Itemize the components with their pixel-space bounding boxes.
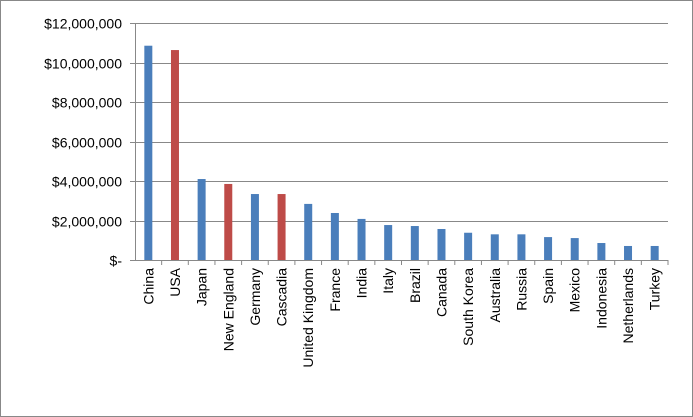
bar [277, 194, 286, 260]
x-tick-label: South Korea [460, 268, 476, 346]
bar [170, 50, 179, 261]
y-tick-label: $10,000,000 [44, 56, 122, 72]
bar [570, 238, 579, 260]
bar [544, 237, 553, 260]
bar [384, 225, 393, 260]
x-tick-label: Australia [487, 268, 503, 323]
bar [357, 218, 366, 260]
bar [144, 45, 153, 261]
bar [490, 234, 499, 260]
x-tick-label: Russia [513, 268, 529, 311]
x-tick-label: United Kingdom [300, 268, 316, 368]
x-tick-label: Spain [540, 268, 556, 304]
y-tick-label: $8,000,000 [52, 95, 122, 111]
x-tick-label: China [140, 268, 156, 305]
y-tick-label: $6,000,000 [52, 135, 122, 151]
x-tick-label: Cascadia [274, 268, 290, 327]
bar [197, 179, 206, 260]
y-tick-label: $12,000,000 [44, 16, 122, 32]
bar [624, 245, 633, 260]
bar [517, 234, 526, 260]
x-tick-label: Brazil [407, 268, 423, 303]
x-tick-label: Turkey [647, 268, 663, 310]
y-tick-label: $- [110, 253, 123, 269]
x-tick-label: USA [167, 267, 183, 296]
bar [304, 203, 313, 260]
x-tick-label: India [354, 268, 370, 299]
x-tick-label: Germany [247, 268, 263, 326]
bar [464, 232, 473, 260]
bar [330, 212, 339, 260]
y-tick-label: $4,000,000 [52, 174, 122, 190]
bar [224, 183, 233, 260]
y-tick-label: $2,000,000 [52, 214, 122, 230]
bar [650, 245, 659, 260]
x-tick-label: New England [220, 268, 236, 351]
bar [597, 243, 606, 260]
bar [250, 194, 259, 260]
x-tick-label: Italy [380, 268, 396, 294]
bar [410, 226, 419, 260]
x-tick-label: France [327, 268, 343, 312]
bar [437, 228, 446, 260]
x-tick-label: Indonesia [593, 268, 609, 329]
x-tick-label: Japan [194, 268, 210, 306]
x-tick-label: Mexico [567, 268, 583, 313]
x-tick-label: Canada [433, 268, 449, 317]
x-tick-label: Netherlands [620, 268, 636, 344]
